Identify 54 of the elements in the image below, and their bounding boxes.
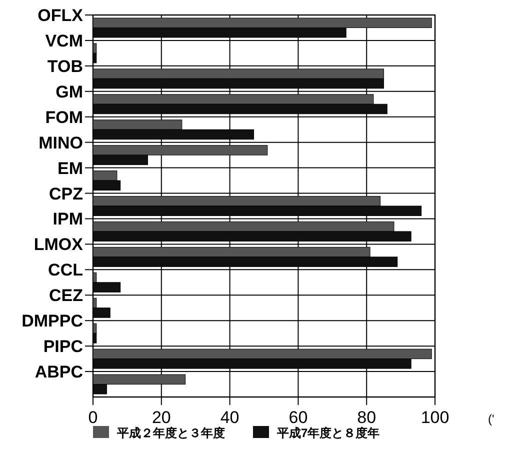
bar <box>92 308 110 318</box>
y-tick-label: ABPC <box>34 362 83 382</box>
bar <box>92 145 268 156</box>
bar <box>92 120 182 130</box>
x-tick-label: 20 <box>152 408 171 427</box>
bar <box>92 374 186 385</box>
bar <box>92 180 121 191</box>
bar <box>92 94 374 104</box>
y-tick-label: MINO <box>38 133 83 152</box>
bar <box>92 231 412 242</box>
bar <box>92 43 97 54</box>
bar <box>92 298 97 308</box>
x-tick-label: 80 <box>357 408 376 427</box>
y-tick-label: TOB <box>47 56 83 76</box>
bar <box>92 27 346 38</box>
y-tick-label: CEZ <box>49 286 83 306</box>
bar <box>92 68 384 79</box>
bar <box>92 104 388 114</box>
bar <box>92 282 121 292</box>
y-tick-label: IPM <box>52 210 83 229</box>
bar <box>92 154 148 166</box>
legend-label: 平成7年度と８度年 <box>276 426 380 440</box>
y-tick-label: LMOX <box>34 235 84 254</box>
bar <box>92 52 97 64</box>
bar <box>92 18 432 28</box>
y-tick-label: VCM <box>45 31 83 50</box>
x-axis-title: (' <box>488 412 494 426</box>
x-tick-label: 100 <box>420 408 450 427</box>
bar <box>92 246 370 258</box>
bar <box>92 196 381 206</box>
bar <box>92 221 394 232</box>
y-tick-label: CCL <box>48 260 83 280</box>
legend-label: 平成２年度と３年度 <box>116 426 225 440</box>
bar <box>92 78 384 89</box>
x-tick-label: 0 <box>88 408 98 427</box>
bar <box>92 384 107 394</box>
bar <box>92 272 97 283</box>
y-tick-label: OFLX <box>38 6 84 25</box>
bar <box>92 333 97 344</box>
x-tick-label: 60 <box>288 408 308 427</box>
y-tick-label: FOM <box>45 108 83 127</box>
bar <box>92 170 118 181</box>
y-tick-label: EM <box>58 158 83 178</box>
bar <box>92 348 432 360</box>
y-tick-label: DMPPC <box>22 312 83 331</box>
x-tick-label: 40 <box>220 408 240 427</box>
y-tick-label: GM <box>56 82 83 102</box>
bar <box>92 256 398 267</box>
y-tick-label: PIPC <box>43 337 83 356</box>
bar <box>92 323 97 334</box>
bar <box>92 206 422 216</box>
bar <box>92 129 254 140</box>
bar <box>92 358 412 369</box>
y-tick-label: CPZ <box>49 184 83 204</box>
